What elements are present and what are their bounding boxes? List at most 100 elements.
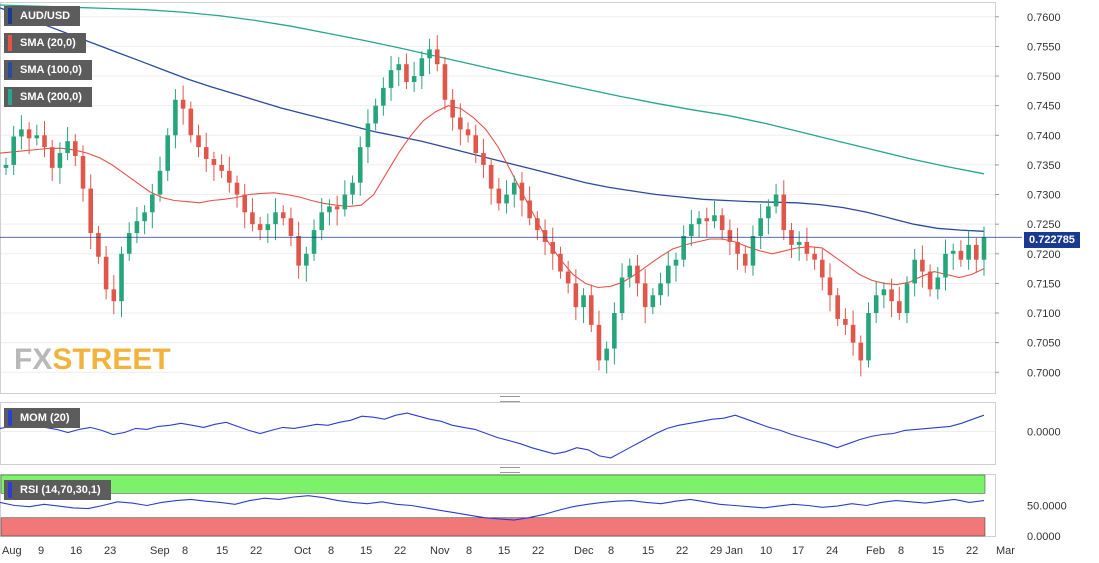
candle-body <box>357 147 363 183</box>
candle-body <box>119 253 124 302</box>
sma20-line <box>0 105 985 289</box>
candle-body <box>558 253 563 272</box>
candle-body <box>758 218 763 237</box>
legend-pair[interactable]: AUD/USD <box>4 6 81 26</box>
candle-body <box>974 244 979 260</box>
candle-body <box>804 241 810 254</box>
candle-body <box>296 236 301 266</box>
candle-body <box>80 156 86 189</box>
mom-swatch <box>8 410 12 426</box>
candle-body <box>257 224 263 231</box>
candles <box>3 35 987 377</box>
x-tick-label: 8 <box>182 545 188 557</box>
candle-body <box>519 182 525 201</box>
candle-body <box>827 277 833 296</box>
candle-body <box>504 194 509 204</box>
candle-body <box>527 200 532 219</box>
legend-sma100-label: SMA (100,0) <box>20 64 82 76</box>
sma20-path <box>0 105 985 289</box>
candle-body <box>912 259 917 284</box>
fxstreet-logo: FXSTREET <box>14 343 171 377</box>
candle-body <box>719 215 725 231</box>
candle-body <box>488 164 494 189</box>
legend-sma100[interactable]: SMA (100,0) <box>4 60 92 80</box>
candle-body <box>427 49 432 59</box>
rsi-oversold-zone <box>0 517 986 537</box>
candle-body <box>211 158 217 165</box>
candle-body <box>650 295 656 308</box>
price-panel-border <box>0 2 996 394</box>
candle-body <box>442 64 448 100</box>
x-tick-label: 8 <box>898 545 904 557</box>
candle-body <box>42 135 47 148</box>
candle-body <box>265 224 271 231</box>
legend-sma20[interactable]: SMA (20,0) <box>4 33 86 53</box>
candle-body <box>188 108 194 136</box>
y-tick-label: 0.7450 <box>1027 101 1061 113</box>
x-tick-label: Dec <box>574 545 594 557</box>
candle-body <box>142 212 147 222</box>
mom-path <box>0 412 985 459</box>
candle-body <box>388 70 394 88</box>
candle-body <box>373 105 378 124</box>
x-tick-label: Nov <box>430 545 450 557</box>
candle-body <box>342 194 348 210</box>
candle-body <box>234 182 240 195</box>
mom-panel-border <box>0 402 996 465</box>
time-axis: Aug 9 16 23 Sep 8 15 22 Oct 8 15 22 Nov 8 15 22 Dec 8 15 22… <box>2 545 1015 557</box>
x-tick-label: 23 <box>104 545 116 557</box>
candle-body <box>935 277 941 290</box>
legend-rsi[interactable]: RSI (14,70,30,1) <box>4 480 111 500</box>
x-tick-label: 15 <box>642 545 654 557</box>
sma200-path <box>0 4 985 175</box>
candle-body <box>334 206 340 210</box>
x-tick-label: 17 <box>792 545 804 557</box>
pair-swatch <box>8 8 12 24</box>
candle-body <box>689 224 694 237</box>
candle-body <box>850 324 856 343</box>
candle-body <box>57 153 63 168</box>
x-tick-label: 22 <box>966 545 978 557</box>
candle-body <box>511 182 517 195</box>
candle-body <box>288 218 294 237</box>
legend-mom[interactable]: MOM (20) <box>4 408 80 428</box>
candle-body <box>157 170 163 195</box>
candle-body <box>635 265 640 284</box>
x-tick-label: 22 <box>250 545 262 557</box>
x-tick-label: 15 <box>498 545 510 557</box>
y-tick-label: 0.7400 <box>1027 130 1061 142</box>
candle-body <box>819 259 825 278</box>
panel-resize-handle-mom[interactable] <box>500 396 520 402</box>
candle-body <box>434 49 440 65</box>
legend-sma200[interactable]: SMA (200,0) <box>4 87 92 107</box>
rsi-swatch <box>8 482 12 498</box>
sma200-swatch <box>8 89 12 105</box>
candle-body <box>812 253 817 260</box>
candle-body <box>381 87 386 106</box>
candle-body <box>881 289 887 296</box>
sma20-swatch <box>8 35 12 51</box>
x-tick-label: 15 <box>932 545 944 557</box>
x-tick-label: Mar <box>996 545 1015 557</box>
candle-body <box>896 301 902 314</box>
y-tick-label: 0.7350 <box>1027 160 1061 172</box>
panel-resize-handle-rsi[interactable] <box>500 467 520 473</box>
candle-body <box>904 283 910 314</box>
rsi-path <box>0 495 985 521</box>
price-axis: 0.7600 0.7550 0.7500 0.7450 0.7400 0.7350 0.73… <box>995 12 1061 379</box>
y-tick-label: 0.7500 <box>1027 71 1061 83</box>
y-tick-label: 0.7050 <box>1027 338 1061 350</box>
candle-body <box>250 212 255 225</box>
candle-body <box>950 250 956 254</box>
mom-panel: 0.0000 <box>0 412 1061 459</box>
y-tick-label: 0.7000 <box>1027 367 1061 379</box>
candle-body <box>34 135 40 139</box>
candle-body <box>11 136 16 165</box>
candle-body <box>627 265 633 278</box>
candle-body <box>943 253 948 278</box>
candle-body <box>319 212 325 231</box>
candle-body <box>696 218 702 225</box>
candle-body <box>712 215 717 222</box>
candle-body <box>796 241 802 245</box>
